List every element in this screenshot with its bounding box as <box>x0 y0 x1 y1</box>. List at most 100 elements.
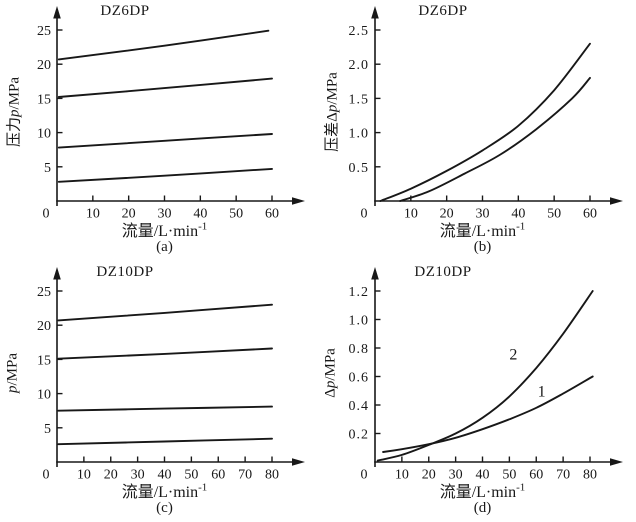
y-tick-label: 20 <box>37 58 51 73</box>
x-tick-label: 70 <box>556 468 570 483</box>
x-tick-label: 50 <box>547 207 561 222</box>
x-tick-label: 50 <box>184 468 198 483</box>
x-tick-label: 40 <box>158 468 172 483</box>
x-axis-label: 流量/L·min-1 <box>57 478 272 502</box>
x-axis-label: 流量/L·min-1 <box>375 478 590 502</box>
panel-label: (a) <box>156 239 173 255</box>
y-axis-label: 压差Δp/MPa <box>321 72 342 152</box>
pressure-line-2 <box>57 347 273 360</box>
curve-1 <box>382 375 594 453</box>
curve-2 <box>376 290 594 462</box>
y-axis-label-part: /MPa <box>4 352 21 386</box>
pressure-line-1 <box>57 29 270 61</box>
x-tick-label: 20 <box>440 207 454 222</box>
x-axis-arrow <box>610 458 623 466</box>
x-tick-label: 70 <box>238 468 252 483</box>
x-tick-label: 20 <box>104 468 118 483</box>
y-axis-label-part: /MPa <box>322 348 339 381</box>
y-tick-label: 5 <box>44 422 51 437</box>
y-tick-label: 20 <box>37 319 51 334</box>
y-axis-label-part: p <box>324 104 341 113</box>
x-tick-label: 40 <box>511 207 525 222</box>
curve-number-label: 1 <box>538 383 546 400</box>
y-axis-label: 压力p/MPa <box>3 77 24 147</box>
origin-label: 0 <box>361 468 368 483</box>
y-axis-label-part: /MPa <box>6 76 23 110</box>
pressure-drop-lower <box>399 76 591 202</box>
pressure-line-4 <box>57 437 273 446</box>
y-tick-label: 0.6 <box>349 371 370 386</box>
x-tick-label: 40 <box>476 468 490 483</box>
panel-label: (b) <box>473 239 492 255</box>
y-tick-label: 0.4 <box>349 399 370 414</box>
plot-title: DZ6DP <box>418 3 468 19</box>
x-axis-label-exponent: -1 <box>516 220 526 233</box>
y-axis-label-part: Δ <box>322 388 339 398</box>
x-axis-label-exponent: -1 <box>516 481 526 494</box>
y-tick-label: 2.5 <box>349 24 370 39</box>
plot-canvas-b: 0 10 20 30 40 50 60 0.5 1.0 1.5 2.0 2.5 <box>349 6 623 222</box>
x-tick-label: 60 <box>265 207 279 222</box>
y-axis-label-part: 压差Δ <box>324 112 341 152</box>
y-tick-label: 1.0 <box>349 314 370 329</box>
x-tick-label: 10 <box>404 207 418 222</box>
plot-canvas-c: 0 10 20 30 40 50 60 70 80 5 10 15 20 25 <box>37 267 305 483</box>
pressure-line-3 <box>57 133 273 149</box>
plot-canvas-a: 0 10 20 30 40 50 60 5 10 15 20 25 <box>37 6 305 222</box>
y-axis-arrow <box>53 6 61 19</box>
pressure-line-4 <box>57 167 273 183</box>
x-tick-label: 30 <box>131 468 145 483</box>
x-tick-label: 10 <box>77 468 91 483</box>
x-tick-label: 80 <box>265 468 279 483</box>
y-tick-label: 1.0 <box>349 127 370 142</box>
pressure-drop-upper <box>379 42 591 202</box>
x-axis-label: 流量/L·min-1 <box>375 217 590 241</box>
y-tick-label: 15 <box>37 353 51 368</box>
pressure-line-3 <box>57 405 273 412</box>
y-tick-label: 25 <box>37 24 51 39</box>
y-tick-label: 25 <box>37 285 51 300</box>
x-axis-label-exponent: -1 <box>198 481 208 494</box>
x-tick-label: 60 <box>583 207 597 222</box>
y-axis-label: p/MPa <box>5 353 22 393</box>
x-tick-label: 10 <box>395 468 409 483</box>
x-axis-label-text: 流量/L·min <box>121 484 199 501</box>
panel-b: 0 10 20 30 40 50 60 0.5 1.0 1.5 2.0 2.5 DZ6DP 压差Δp/… <box>318 0 636 261</box>
curve-number-label: 2 <box>509 346 517 363</box>
x-tick-label: 30 <box>449 468 463 483</box>
x-axis-label: 流量/L·min-1 <box>57 217 272 241</box>
y-tick-label: 5 <box>44 161 51 176</box>
y-axis-label-part: p <box>4 385 21 394</box>
panel-a: 0 10 20 30 40 50 60 5 10 15 20 25 DZ6DP 压力p/MPa 流量/… <box>0 0 318 261</box>
y-axis-label-part: p <box>322 380 339 389</box>
y-tick-label: 10 <box>37 127 51 142</box>
x-tick-label: 20 <box>122 207 136 222</box>
x-axis-label-text: 流量/L·min <box>439 484 517 501</box>
y-tick-label: 10 <box>37 388 51 403</box>
panel-label: (c) <box>156 500 173 516</box>
pressure-line-2 <box>57 77 273 98</box>
panel-label: (d) <box>473 500 492 516</box>
x-axis-arrow <box>292 458 305 466</box>
y-tick-label: 1.2 <box>349 285 370 300</box>
x-tick-label: 80 <box>583 468 597 483</box>
origin-label: 0 <box>43 468 50 483</box>
panel-d: 0 10 20 30 40 50 60 70 80 0.2 0.4 0.6 0.8 1.0 1.2 2 1 DZ… <box>318 261 636 522</box>
y-axis-label-part: p <box>6 109 23 118</box>
y-tick-label: 15 <box>37 92 51 107</box>
x-axis-label-text: 流量/L·min <box>439 223 517 240</box>
y-axis-arrow <box>53 267 61 280</box>
y-axis-label: Δp/MPa <box>323 348 340 398</box>
x-tick-label: 50 <box>502 468 516 483</box>
plot-title: DZ10DP <box>96 264 154 280</box>
x-tick-label: 60 <box>211 468 225 483</box>
y-tick-label: 0.8 <box>349 342 370 357</box>
x-axis-label-text: 流量/L·min <box>121 223 199 240</box>
plot-title: DZ10DP <box>414 264 472 280</box>
y-tick-label: 2.0 <box>349 58 370 73</box>
x-axis-arrow <box>610 197 623 205</box>
y-tick-label: 1.5 <box>349 92 370 107</box>
panel-c: 0 10 20 30 40 50 60 70 80 5 10 15 20 25 DZ10DP p/MPa … <box>0 261 318 522</box>
x-tick-label: 30 <box>476 207 490 222</box>
x-tick-label: 20 <box>422 468 436 483</box>
